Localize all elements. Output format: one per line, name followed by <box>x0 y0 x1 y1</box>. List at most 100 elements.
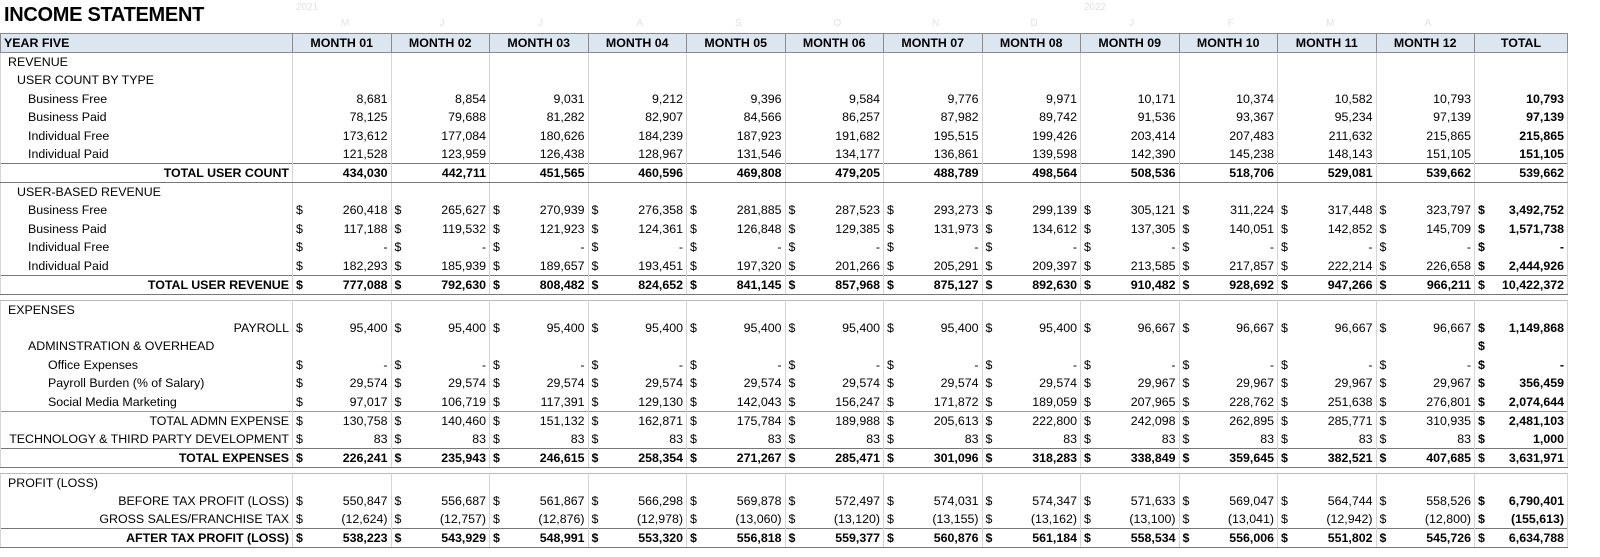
cell-value: 276,358 <box>638 203 683 218</box>
cell-value: 82,907 <box>645 110 683 125</box>
cell-value: 83 <box>1358 431 1373 446</box>
total-cell: $2,481,103 <box>1474 410 1568 430</box>
currency-symbol: $ <box>394 376 402 391</box>
value-cell: $121,923 <box>489 219 589 238</box>
cell-value: 539,662 <box>1426 166 1471 180</box>
cell-value: 498,564 <box>1032 166 1077 180</box>
cell-value: 29,574 <box>546 376 585 391</box>
cell-value: 538,223 <box>342 531 388 545</box>
cell-value: 560,876 <box>933 531 979 545</box>
value-cell <box>587 472 687 492</box>
value-cell: 134,177 <box>784 145 884 164</box>
value-cell <box>1080 299 1180 319</box>
value-cell: $83 <box>1277 429 1377 448</box>
currency-symbol: $ <box>1182 240 1190 255</box>
currency-symbol: $ <box>887 512 894 526</box>
value-cell: $310,935 <box>1375 410 1475 430</box>
cell-value: 293,273 <box>933 203 979 218</box>
value-cell: $29,574 <box>587 374 687 393</box>
value-cell: 518,706 <box>1178 163 1278 183</box>
currency-symbol: $ <box>493 221 500 236</box>
column-header: MONTH 01 <box>292 33 392 53</box>
currency-symbol: $ <box>887 376 894 391</box>
cell-value: 10,582 <box>1334 91 1373 106</box>
currency-symbol: $ <box>493 493 500 508</box>
cell-value: 205,613 <box>933 413 979 428</box>
cell-value: (13,120) <box>833 512 880 526</box>
row-label: PAYROLL <box>0 318 293 337</box>
value-cell: $83 <box>981 429 1081 448</box>
cell-value: 299,139 <box>1032 203 1077 218</box>
currency-symbol: $ <box>887 240 894 255</box>
table-row: Business Free 8,681 8,854 9,031 9,212 9,396 9,… <box>0 89 1568 108</box>
cell-value: 189,988 <box>835 413 880 428</box>
cell-value: 10,793 <box>1526 91 1564 106</box>
currency-symbol: $ <box>1281 431 1288 446</box>
value-cell: $777,088 <box>292 274 392 295</box>
value-cell <box>1178 52 1278 71</box>
value-cell: $29,967 <box>1375 374 1475 393</box>
row-label: PROFIT (LOSS) <box>0 472 293 492</box>
currency-symbol: $ <box>493 413 500 428</box>
currency-symbol: $ <box>1084 512 1091 526</box>
value-cell: 9,971 <box>981 89 1081 108</box>
row-label: GROSS SALES/FRANCHISE TAX <box>0 510 293 529</box>
cell-value: 83 <box>767 431 782 446</box>
value-cell: $ (12,757) <box>390 510 490 529</box>
value-cell <box>390 71 490 90</box>
value-cell: $ - <box>686 238 786 257</box>
cell-value: 96,667 <box>1137 320 1176 335</box>
cell-value: 1,149,868 <box>1508 320 1564 335</box>
value-cell: 442,711 <box>390 163 490 183</box>
value-cell <box>390 52 490 71</box>
value-cell: 126,438 <box>489 145 589 164</box>
cell-value: 258,354 <box>638 450 683 465</box>
currency-symbol: $ <box>1281 240 1288 255</box>
table-row: TOTAL USER COUNT 434,030 442,711 451,565 460… <box>0 163 1568 183</box>
value-cell: $95,400 <box>784 318 884 337</box>
cell-value: 966,211 <box>1426 277 1471 292</box>
currency-symbol: $ <box>1379 413 1387 428</box>
currency-symbol: $ <box>887 531 894 545</box>
currency-symbol: $ <box>788 512 796 526</box>
value-cell: $185,939 <box>390 256 490 275</box>
total-cell <box>1474 472 1568 492</box>
value-cell: $95,400 <box>883 318 983 337</box>
value-cell: 9,031 <box>489 89 589 108</box>
cell-value: 203,414 <box>1130 128 1176 143</box>
currency-symbol: $ <box>1379 258 1387 273</box>
cell-value: 251,638 <box>1327 394 1373 409</box>
cell-value: 93,367 <box>1236 110 1274 125</box>
value-cell: $276,358 <box>587 201 687 220</box>
cell-value: 569,047 <box>1229 493 1274 508</box>
currency-symbol: $ <box>1478 431 1485 446</box>
currency-symbol: $ <box>985 531 993 545</box>
currency-symbol: $ <box>985 431 993 446</box>
currency-symbol: $ <box>1084 221 1091 236</box>
cell-value: (12,942) <box>1326 512 1373 526</box>
currency-symbol: $ <box>985 258 993 273</box>
value-cell <box>686 71 786 90</box>
currency-symbol: $ <box>591 258 599 273</box>
value-cell: $142,043 <box>686 392 786 411</box>
currency-symbol: $ <box>296 376 303 391</box>
cell-value: 792,630 <box>441 277 486 292</box>
value-cell: 508,536 <box>1080 163 1180 183</box>
cell-value: 2,481,103 <box>1508 413 1564 428</box>
value-cell: $318,283 <box>981 447 1081 468</box>
value-cell: $209,397 <box>981 256 1081 275</box>
cell-value: 126,848 <box>736 221 782 236</box>
value-cell: 151,105 <box>1375 145 1475 164</box>
sheet-title: INCOME STATEMENT <box>4 4 205 26</box>
value-cell: $ (13,060) <box>686 510 786 529</box>
cell-value: 301,096 <box>933 450 979 465</box>
currency-symbol: $ <box>985 450 993 465</box>
cell-value: 197,320 <box>736 258 782 273</box>
value-cell: 121,528 <box>292 145 392 164</box>
currency-symbol: $ <box>788 277 796 292</box>
table-row: Individual Free 173,612 177,084 180,626 184,… <box>0 126 1568 145</box>
row-label: TOTAL EXPENSES <box>0 447 293 468</box>
value-cell: $145,709 <box>1375 219 1475 238</box>
cell-value: 130,758 <box>342 413 388 428</box>
value-cell: $543,929 <box>390 528 490 548</box>
